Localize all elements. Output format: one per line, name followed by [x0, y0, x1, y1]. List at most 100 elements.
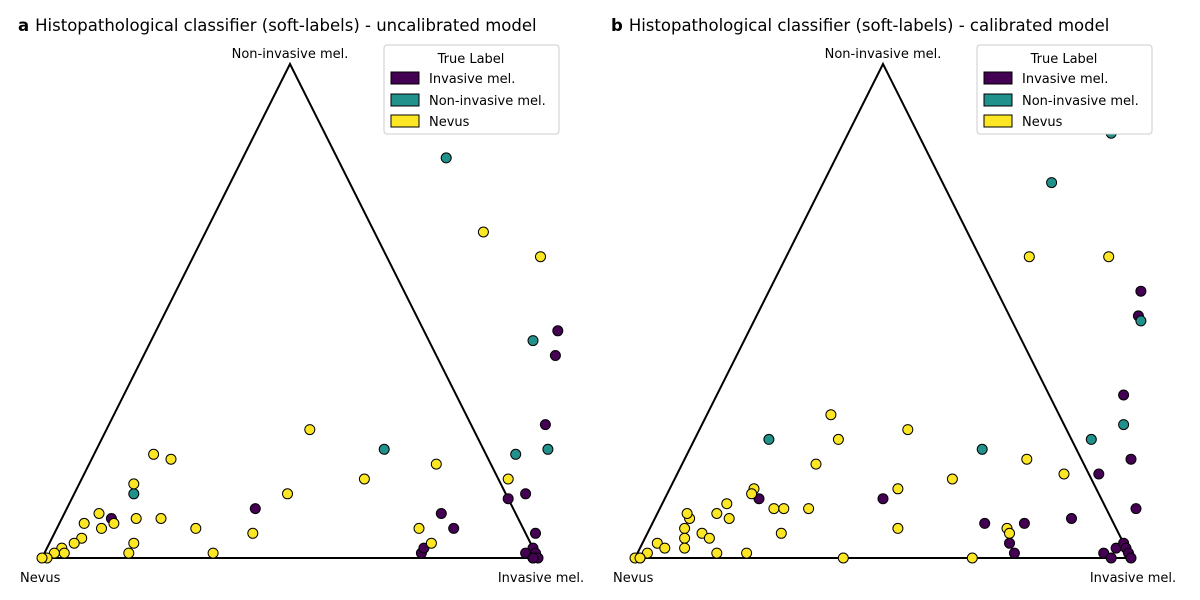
data-point-invasive-mel [435, 508, 447, 519]
vertex-label-left: Nevus [613, 571, 654, 586]
data-point-nevus [1021, 453, 1033, 465]
data-point-nevus [679, 542, 691, 554]
legend-label-non-invasive: Non-invasive mel. [429, 94, 546, 109]
panel-calibrated: b Histopathological classifier (soft-labe… [611, 16, 1176, 586]
data-point-nevus [165, 453, 177, 465]
data-point-invasive-mel [1125, 552, 1137, 564]
data-point-nevus [413, 522, 425, 534]
panel-title: a Histopathological classifier (soft-labe… [18, 16, 537, 35]
data-point-non-invasive-mel [1135, 315, 1147, 327]
data-point-invasive-mel [1105, 552, 1117, 564]
vertex-label-top: Non-invasive mel. [825, 47, 942, 62]
data-point-nevus [778, 503, 790, 515]
data-point-invasive-mel [520, 488, 532, 500]
data-point-nevus [1058, 468, 1070, 480]
data-point-invasive-mel [1098, 547, 1110, 559]
data-point-nevus [58, 547, 70, 559]
data-point-nevus [425, 537, 437, 549]
data-point-nevus [108, 517, 120, 529]
panel-title-text: Histopathological classifier (soft-label… [35, 16, 536, 35]
legend-swatch-invasive [390, 71, 420, 85]
data-point-nevus [711, 508, 723, 519]
panel-letter: a [18, 16, 29, 35]
data-point-non-invasive-mel [542, 443, 554, 455]
data-point-nevus [78, 517, 90, 529]
data-point-nevus [130, 513, 142, 524]
data-point-nevus [128, 478, 140, 490]
data-point-nevus [477, 226, 489, 238]
panel-title-text: Histopathological classifier (soft-label… [629, 16, 1110, 35]
data-point-nevus [681, 508, 693, 519]
legend-swatch-non-invasive [983, 93, 1013, 107]
data-point-nevus [123, 547, 135, 559]
data-point-nevus [679, 532, 691, 544]
data-point-non-invasive-mel [976, 443, 988, 455]
legend-swatch-non-invasive [390, 93, 420, 107]
data-point-invasive-mel [502, 493, 514, 505]
data-point-invasive-mel [249, 503, 261, 515]
data-point-nevus [1023, 251, 1035, 263]
data-point-invasive-mel [1118, 389, 1130, 401]
data-point-invasive-mel [1125, 453, 1137, 465]
data-point-nevus [128, 537, 140, 549]
legend: True Label Invasive mel. Non-invasive me… [383, 44, 560, 135]
data-point-nevus [430, 458, 442, 470]
data-point-invasive-mel [1135, 285, 1147, 297]
data-point-invasive-mel [1093, 468, 1105, 480]
data-point-invasive-mel [418, 542, 430, 554]
ternary-triangle [633, 61, 1133, 559]
panel-uncalibrated: a Histopathological classifier (soft-labe… [18, 16, 584, 586]
data-point-non-invasive-mel [1046, 177, 1058, 189]
data-point-invasive-mel [448, 522, 460, 534]
data-point-nevus [966, 552, 978, 564]
data-point-nevus [358, 473, 370, 485]
panel-title: b Histopathological classifier (soft-labe… [611, 16, 1109, 35]
data-point-nevus [741, 547, 753, 559]
data-point-nevus [775, 527, 787, 539]
legend-label-invasive: Invasive mel. [429, 72, 515, 87]
data-point-invasive-mel [1018, 517, 1030, 529]
data-point-invasive-mel [877, 493, 889, 505]
data-point-nevus [247, 527, 259, 539]
data-point-invasive-mel [1008, 547, 1020, 559]
data-point-non-invasive-mel [440, 152, 452, 164]
data-point-nevus [148, 448, 160, 460]
data-point-nevus [902, 424, 914, 436]
data-point-nevus [946, 473, 958, 485]
data-point-invasive-mel [530, 527, 541, 539]
data-point-invasive-mel [549, 350, 561, 361]
data-point-nevus [892, 483, 904, 495]
data-point-nevus [68, 537, 80, 549]
data-point-invasive-mel [1004, 537, 1015, 549]
data-point-invasive-mel [1130, 503, 1142, 515]
data-point-invasive-mel [1066, 513, 1077, 524]
data-point-nevus [721, 498, 733, 510]
data-point-nevus [304, 424, 316, 436]
data-point-nevus [892, 522, 904, 534]
data-point-nevus [502, 473, 514, 485]
data-point-invasive-mel [552, 325, 564, 337]
data-point-non-invasive-mel [510, 448, 522, 460]
data-point-nevus [659, 542, 671, 554]
data-point-non-invasive-mel [1085, 433, 1097, 445]
vertex-label-right: Invasive mel. [498, 571, 584, 586]
legend-swatch-invasive [983, 71, 1013, 85]
data-point-nevus [190, 522, 202, 534]
data-point-non-invasive-mel [1118, 419, 1130, 431]
legend-swatch-nevus [983, 114, 1013, 128]
data-point-nevus [36, 552, 48, 564]
panel-letter: b [611, 16, 623, 35]
data-point-nevus [634, 552, 646, 564]
data-point-nevus [535, 251, 546, 263]
data-point-nevus [96, 522, 107, 534]
data-point-invasive-mel [539, 419, 551, 431]
legend-label-nevus: Nevus [429, 115, 470, 130]
data-point-nevus [1004, 527, 1015, 539]
data-point-non-invasive-mel [128, 488, 140, 500]
legend-title: True Label [437, 52, 505, 67]
data-point-nevus [837, 552, 849, 564]
legend-box [976, 44, 1153, 135]
data-point-nevus [810, 458, 822, 470]
data-point-nevus [651, 537, 663, 549]
